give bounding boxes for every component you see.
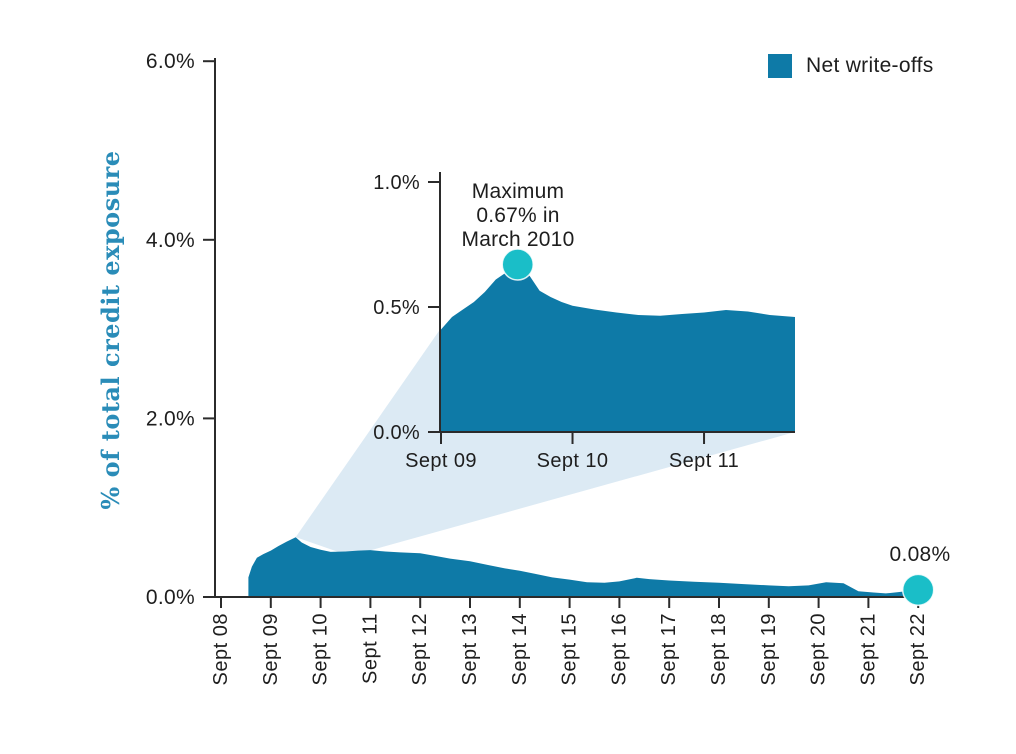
main-area-series [248, 537, 919, 597]
end-point-marker [901, 573, 935, 607]
inset-x-tick-label: Sept 10 [537, 450, 609, 472]
main-x-tick-label: Sept 12 [409, 613, 431, 685]
inset-area-series [440, 264, 795, 432]
inset-y-tick-label: 0.0% [373, 422, 420, 444]
inset-x-tick-label: Sept 11 [669, 450, 739, 472]
legend: Net write-offs [768, 54, 934, 78]
main-x-tick-label: Sept 21 [857, 613, 879, 685]
max-point-marker [501, 248, 534, 281]
main-x-tick-label: Sept 22 [907, 613, 929, 685]
legend-swatch-icon [768, 54, 792, 78]
main-y-tick-label: 2.0% [146, 407, 195, 430]
main-x-tick-label: Sept 14 [509, 613, 531, 685]
main-y-tick-label: 4.0% [146, 229, 195, 252]
main-x-tick-label: Sept 09 [260, 613, 282, 685]
main-x-tick-label: Sept 11 [359, 613, 381, 684]
max-annotation-line1: Maximum [471, 180, 565, 203]
inset-x-tick-label: Sept 09 [405, 450, 477, 472]
main-x-tick-label: Sept 13 [459, 613, 481, 685]
main-x-tick-label: Sept 08 [210, 613, 232, 685]
main-x-tick-label: Sept 19 [758, 613, 780, 685]
main-x-tick-label: Sept 20 [808, 613, 830, 685]
inset-y-tick-label: 1.0% [373, 172, 420, 194]
max-annotation: Maximum 0.67% in March 2010 [427, 180, 609, 252]
main-y-tick-label: 0.0% [146, 586, 195, 609]
max-annotation-line3: March 2010 [461, 228, 575, 251]
end-value-label: 0.08% [889, 543, 951, 566]
main-x-tick-label: Sept 15 [559, 613, 581, 685]
inset-y-tick-label: 0.5% [373, 297, 420, 319]
zoom-beam [295, 329, 795, 556]
main-x-tick-label: Sept 18 [708, 613, 730, 685]
main-x-tick-label: Sept 16 [608, 613, 630, 685]
legend-label: Net write-offs [806, 54, 934, 77]
y-axis-title: % of total credit exposure [96, 150, 125, 510]
main-x-tick-label: Sept 10 [310, 613, 332, 685]
main-y-tick-label: 6.0% [146, 50, 195, 73]
main-x-tick-label: Sept 17 [658, 613, 680, 685]
max-annotation-line2: 0.67% in [476, 204, 560, 227]
